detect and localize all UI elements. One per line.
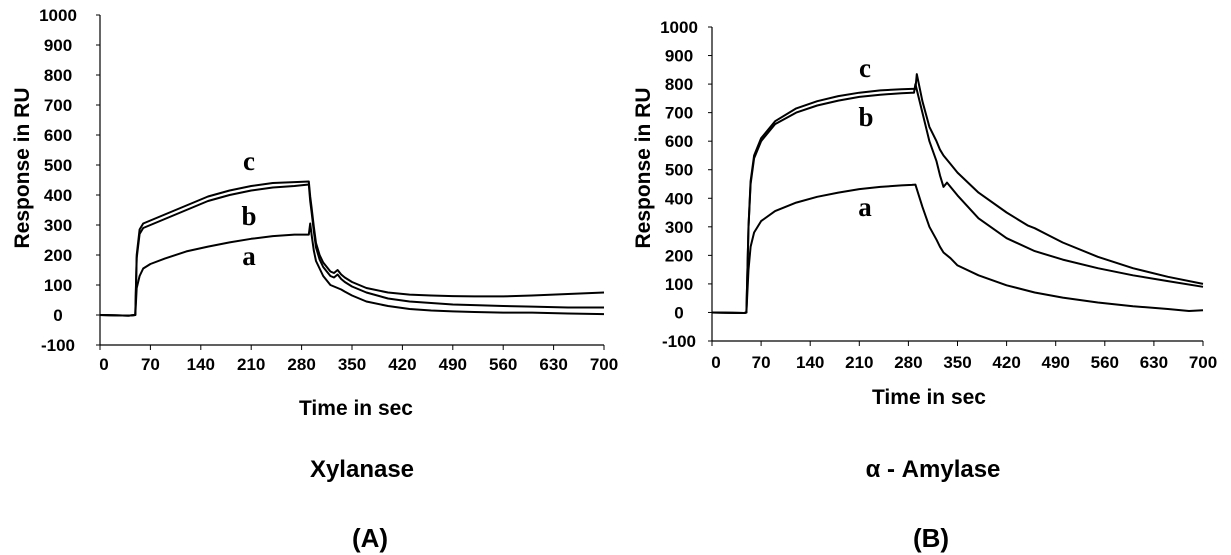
- x-tick-label: 420: [388, 355, 416, 374]
- series-label-a: a: [242, 241, 256, 271]
- series-line-b: [711, 83, 1204, 314]
- y-axis-title: Response in RU: [11, 87, 34, 248]
- x-tick-label: 210: [237, 355, 265, 374]
- panel-label: (B): [913, 523, 949, 553]
- y-tick-label: 500: [665, 161, 693, 180]
- y-tick-label: 600: [44, 126, 72, 145]
- y-tick-label: 0: [53, 306, 62, 325]
- x-tick-label: 420: [992, 353, 1020, 372]
- series-line-a: [99, 222, 605, 317]
- x-tick-label: 490: [439, 355, 467, 374]
- series-label-b: b: [241, 201, 256, 231]
- x-tick-label: 700: [1189, 353, 1217, 372]
- chart-panel-alpha-amylase: Response in RU Time in sec α - Amylase (…: [632, 18, 1217, 553]
- y-tick-label: 0: [674, 303, 683, 322]
- y-tick-label: 200: [44, 246, 72, 265]
- y-tick-label: 900: [44, 36, 72, 55]
- x-tick-label: 490: [1042, 353, 1070, 372]
- x-tick-label: 70: [141, 355, 160, 374]
- x-tick-label: 280: [287, 355, 315, 374]
- x-tick-label: 630: [539, 355, 567, 374]
- y-tick-label: 300: [44, 216, 72, 235]
- y-tick-label: -100: [41, 336, 75, 355]
- y-tick-label: 100: [44, 276, 72, 295]
- series-label-a: a: [858, 192, 872, 222]
- y-tick-label: 600: [665, 132, 693, 151]
- y-tick-label: 900: [665, 47, 693, 66]
- y-tick-label: 400: [44, 186, 72, 205]
- x-tick-label: 70: [752, 353, 771, 372]
- x-tick-label: 630: [1140, 353, 1168, 372]
- panel-name: α - Amylase: [866, 456, 1001, 483]
- series-label-c: c: [243, 146, 255, 176]
- series-line-c: [711, 73, 1204, 314]
- y-tick-label: 500: [44, 156, 72, 175]
- y-tick-label: 400: [665, 189, 693, 208]
- y-tick-label: 700: [665, 104, 693, 123]
- x-tick-label: 700: [590, 355, 618, 374]
- x-tick-label: 560: [489, 355, 517, 374]
- x-tick-label: 350: [338, 355, 366, 374]
- panel-name: Xylanase: [310, 456, 414, 483]
- x-axis-title: Time in sec: [872, 386, 986, 409]
- y-tick-label: 800: [665, 75, 693, 94]
- series-line-b: [99, 183, 604, 317]
- x-tick-label: 140: [796, 353, 824, 372]
- y-tick-label: -100: [662, 332, 696, 351]
- x-tick-label: 0: [711, 353, 720, 372]
- x-tick-label: 560: [1091, 353, 1119, 372]
- x-tick-label: 210: [845, 353, 873, 372]
- x-tick-label: 0: [99, 355, 108, 374]
- series-line-c: [99, 180, 605, 317]
- series-label-b: b: [858, 102, 873, 132]
- series-line-a: [711, 183, 1204, 314]
- y-tick-label: 200: [665, 246, 693, 265]
- panel-label: (A): [352, 523, 388, 553]
- x-tick-label: 350: [943, 353, 971, 372]
- y-tick-label: 300: [665, 218, 693, 237]
- chart-panel-xylanase: Response in RU Time in sec Xylanase (A) …: [11, 6, 618, 553]
- y-axis-title: Response in RU: [632, 87, 655, 248]
- x-axis-title: Time in sec: [299, 397, 413, 420]
- series-label-c: c: [859, 53, 871, 83]
- y-tick-label: 800: [44, 66, 72, 85]
- y-tick-label: 700: [44, 96, 72, 115]
- y-tick-label: 100: [665, 275, 693, 294]
- y-tick-label: 1000: [39, 6, 77, 25]
- x-tick-label: 280: [894, 353, 922, 372]
- x-tick-label: 140: [187, 355, 215, 374]
- y-tick-label: 1000: [660, 18, 698, 37]
